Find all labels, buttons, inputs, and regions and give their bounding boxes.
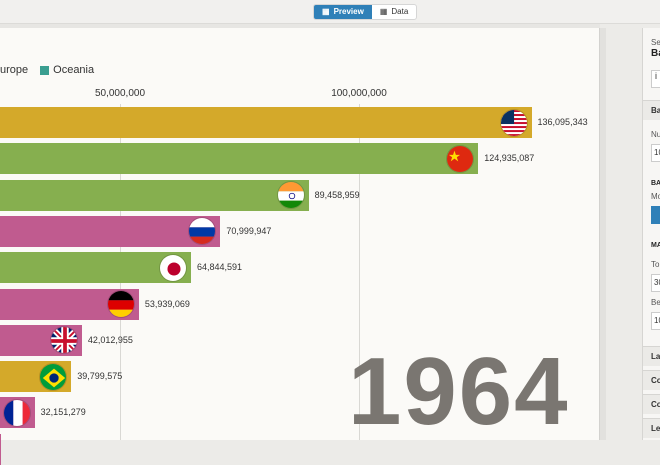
india-flag-icon: [276, 181, 305, 210]
panel-label-number: Nu: [651, 130, 660, 139]
canvas-scrollbar[interactable]: [599, 28, 606, 440]
russia-flag-icon: [188, 217, 217, 246]
x-tick-label: 100,000,000: [331, 88, 387, 99]
germany-flag-icon: [106, 290, 135, 318]
tab-preview-label: Preview: [333, 7, 364, 16]
panel-section-labels[interactable]: La: [643, 346, 660, 366]
tab-data[interactable]: ▦ Data: [372, 5, 416, 19]
chart-icon: ▦: [322, 7, 330, 16]
year-counter: 1964: [348, 338, 570, 445]
uk-flag-icon: [49, 326, 78, 355]
japan-flag-icon: [158, 253, 187, 282]
mode-button[interactable]: [651, 206, 660, 224]
bar-value-label: 64,844,591: [196, 262, 242, 273]
top-toolbar: ▦ Preview ▦ Data: [0, 0, 660, 24]
france-flag-icon: [2, 398, 31, 427]
bars-number-input[interactable]: 10: [651, 144, 660, 162]
legend-item-europe[interactable]: urope: [0, 64, 28, 76]
panel-section-colors[interactable]: Co: [643, 370, 660, 390]
view-tabs: ▦ Preview ▦ Data: [313, 4, 418, 20]
bar-value-label: 124,935,087: [484, 153, 535, 164]
panel-select-label: Sel: [651, 38, 660, 47]
between-input[interactable]: 10: [651, 312, 660, 330]
panel-section-legend[interactable]: Le: [643, 418, 660, 438]
panel-label-max: MA: [651, 242, 660, 249]
tab-data-label: Data: [391, 7, 409, 16]
tab-preview[interactable]: ▦ Preview: [314, 5, 372, 19]
panel-label-top: Top: [651, 260, 660, 269]
panel-label-between: Be: [651, 298, 660, 307]
bar-value-label: 32,151,279: [40, 407, 86, 418]
bar-china[interactable]: [0, 143, 479, 175]
bar-value-label: 39,799,575: [77, 371, 123, 382]
bar-italy[interactable]: [0, 433, 1, 465]
x-tick-label: 50,000,000: [94, 88, 146, 99]
info-icon: i: [655, 71, 657, 81]
legend-item-oceania[interactable]: Oceania: [40, 64, 94, 76]
bar-russia[interactable]: [0, 215, 221, 247]
panel-label-mode: Mo: [651, 192, 660, 201]
table-icon: ▦: [379, 7, 388, 16]
bar-india[interactable]: [0, 179, 309, 211]
top-input[interactable]: 30: [651, 274, 660, 292]
bar-value-label: 89,458,959: [314, 189, 360, 200]
panel-select-value[interactable]: Ba: [651, 48, 660, 59]
panel-section-controls[interactable]: Co: [643, 394, 660, 414]
bar-value-label: 70,999,947: [226, 225, 272, 236]
china-flag-icon: [446, 144, 475, 173]
usa-flag-icon: [499, 108, 528, 137]
info-button[interactable]: i: [651, 70, 660, 88]
x-gridline: [359, 104, 360, 440]
legend-swatch-oceania: [40, 65, 50, 75]
brazil-flag-icon: [39, 362, 68, 391]
settings-panel: Sel Ba i Ba Nu 10 BA Mo MA Top 30 Be 10 …: [642, 28, 660, 440]
bar-usa[interactable]: [0, 107, 532, 138]
legend-label-europe: urope: [0, 64, 29, 76]
panel-section-bars[interactable]: Ba: [643, 100, 660, 120]
bar-value-label: 136,095,343: [537, 117, 588, 127]
bar-value-label: 53,939,069: [144, 298, 190, 309]
chart-legend: urope Oceania: [0, 64, 94, 76]
legend-label-oceania: Oceania: [53, 64, 95, 76]
panel-label-bar-colors: BA: [651, 180, 660, 187]
bar-value-label: 42,012,955: [87, 334, 133, 345]
